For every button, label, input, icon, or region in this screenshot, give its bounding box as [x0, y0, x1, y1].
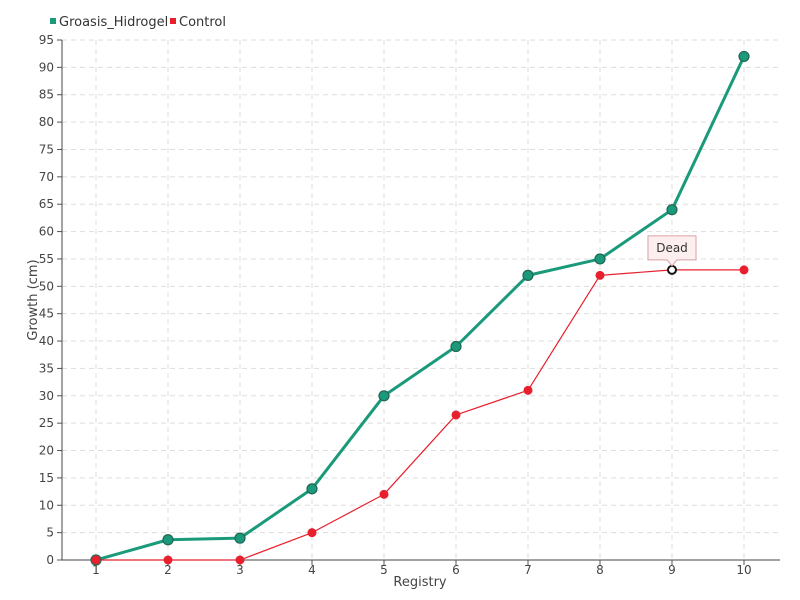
series-lines [95, 55, 746, 562]
y-tick-label: 35 [39, 361, 54, 375]
y-tick-label: 70 [39, 170, 54, 184]
data-point-groasis-hidrogel [522, 269, 534, 281]
data-point-control [379, 489, 389, 499]
legend: Groasis_Hidrogel Control [50, 15, 226, 30]
legend-label-control: Control [179, 15, 226, 30]
data-point-groasis-hidrogel [738, 50, 750, 63]
y-tick-label: 10 [39, 498, 54, 512]
y-tick-label: 90 [39, 60, 54, 74]
data-point-control [523, 385, 533, 395]
data-point-control [235, 555, 245, 565]
legend-swatch-control [170, 18, 176, 24]
y-tick-label: 5 [46, 526, 54, 540]
data-point-control [595, 270, 605, 280]
data-point-groasis-hidrogel [306, 483, 318, 495]
x-tick-label: 5 [380, 563, 388, 577]
data-point-groasis-hidrogel [666, 204, 678, 216]
y-tick-label: 40 [39, 334, 54, 348]
x-tick-label: 3 [236, 563, 244, 577]
data-point-control [451, 410, 461, 420]
data-point-control [739, 265, 749, 275]
y-tick-label: 95 [39, 33, 54, 47]
data-point-groasis-hidrogel [162, 534, 174, 546]
y-tick-label: 80 [39, 115, 54, 129]
x-tick-label: 4 [308, 563, 316, 577]
x-tick-label: 10 [736, 563, 751, 577]
y-tick-label: 25 [39, 416, 54, 430]
annotations: Dead [647, 235, 697, 267]
y-tick-label: 15 [39, 471, 54, 485]
x-axis-title: Registry [393, 575, 447, 590]
data-point-control [307, 528, 317, 538]
data-point-groasis-hidrogel [378, 390, 390, 402]
x-tick-label: 9 [668, 563, 676, 577]
y-tick-label: 65 [39, 197, 54, 211]
y-tick-label: 60 [39, 225, 54, 239]
y-axis-title: Growth (cm) [26, 259, 41, 340]
annotation-label: Dead [656, 241, 688, 255]
data-points [90, 50, 750, 566]
data-point-control [163, 555, 173, 565]
grid-lines [62, 39, 780, 560]
x-tick-label: 7 [524, 563, 532, 577]
y-tick-label: 30 [39, 389, 54, 403]
x-tick-label: 2 [164, 563, 172, 577]
x-tick-label: 1 [92, 563, 100, 577]
data-point-control-highlight [667, 264, 677, 275]
data-point-groasis-hidrogel [594, 253, 606, 265]
x-tick-label: 6 [452, 563, 460, 577]
data-point-control [91, 555, 101, 565]
series-line-control [96, 269, 744, 561]
y-tick-label: 50 [39, 279, 54, 293]
y-tick-label: 45 [39, 307, 54, 321]
y-tick-label: 55 [39, 252, 54, 266]
x-tick-label: 8 [596, 563, 604, 577]
legend-label-groasis-hidrogel: Groasis_Hidrogel [59, 15, 168, 30]
series-line-groasis-hidrogel [95, 55, 746, 562]
data-point-groasis-hidrogel [450, 340, 462, 353]
y-tick-label: 75 [39, 142, 54, 156]
y-tick-label: 85 [39, 88, 54, 102]
y-tick-label: 0 [46, 553, 54, 567]
data-point-groasis-hidrogel [234, 532, 246, 544]
y-tick-label: 20 [39, 444, 54, 458]
legend-swatch-groasis-hidrogel [50, 18, 56, 24]
annotation-box [647, 235, 697, 267]
